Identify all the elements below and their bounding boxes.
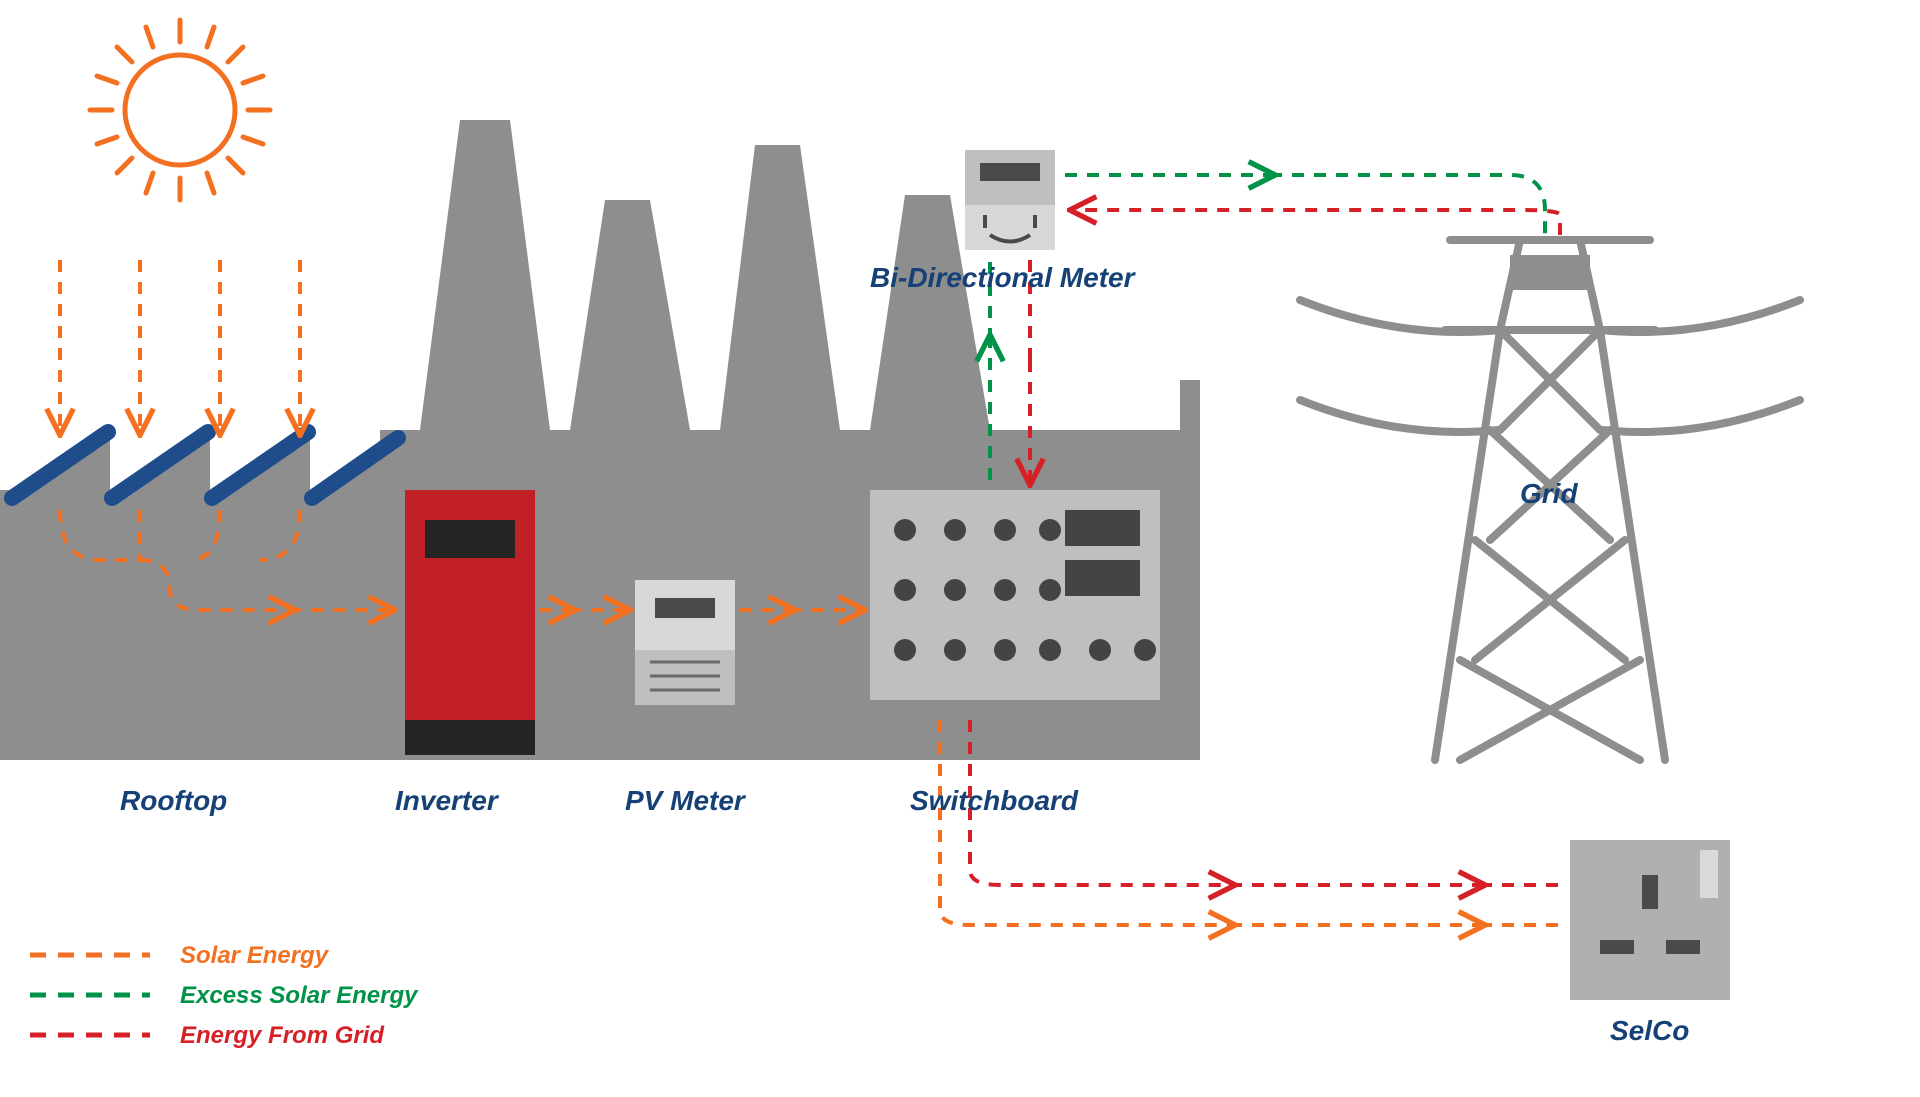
label-grid: Grid [1520,478,1578,510]
outlet-icon [1570,840,1730,1000]
pv-meter-icon [635,580,735,705]
label-selco: SelCo [1610,1015,1689,1047]
bi-meter-icon [965,150,1055,250]
legend-fromgrid: Energy From Grid [180,1022,384,1050]
legend-excess: Excess Solar Energy [180,982,417,1010]
label-rooftop: Rooftop [120,785,227,817]
sun-rays [60,260,300,430]
sun-icon [90,20,270,200]
label-switchboard: Switchboard [910,785,1078,817]
legend-solar: Solar Energy [180,942,328,970]
label-pvmeter: PV Meter [625,785,745,817]
flow-bimeter-grid [1065,175,1560,235]
switchboard-icon [870,490,1160,700]
diagram-canvas: Rooftop Inverter PV Meter Switchboard Bi… [0,0,1920,1097]
inverter-icon [405,490,535,755]
label-bimeter: Bi-Directional Meter [870,262,1135,294]
label-inverter: Inverter [395,785,498,817]
legend-lines [30,955,150,1035]
diagram-svg [0,0,1920,1097]
